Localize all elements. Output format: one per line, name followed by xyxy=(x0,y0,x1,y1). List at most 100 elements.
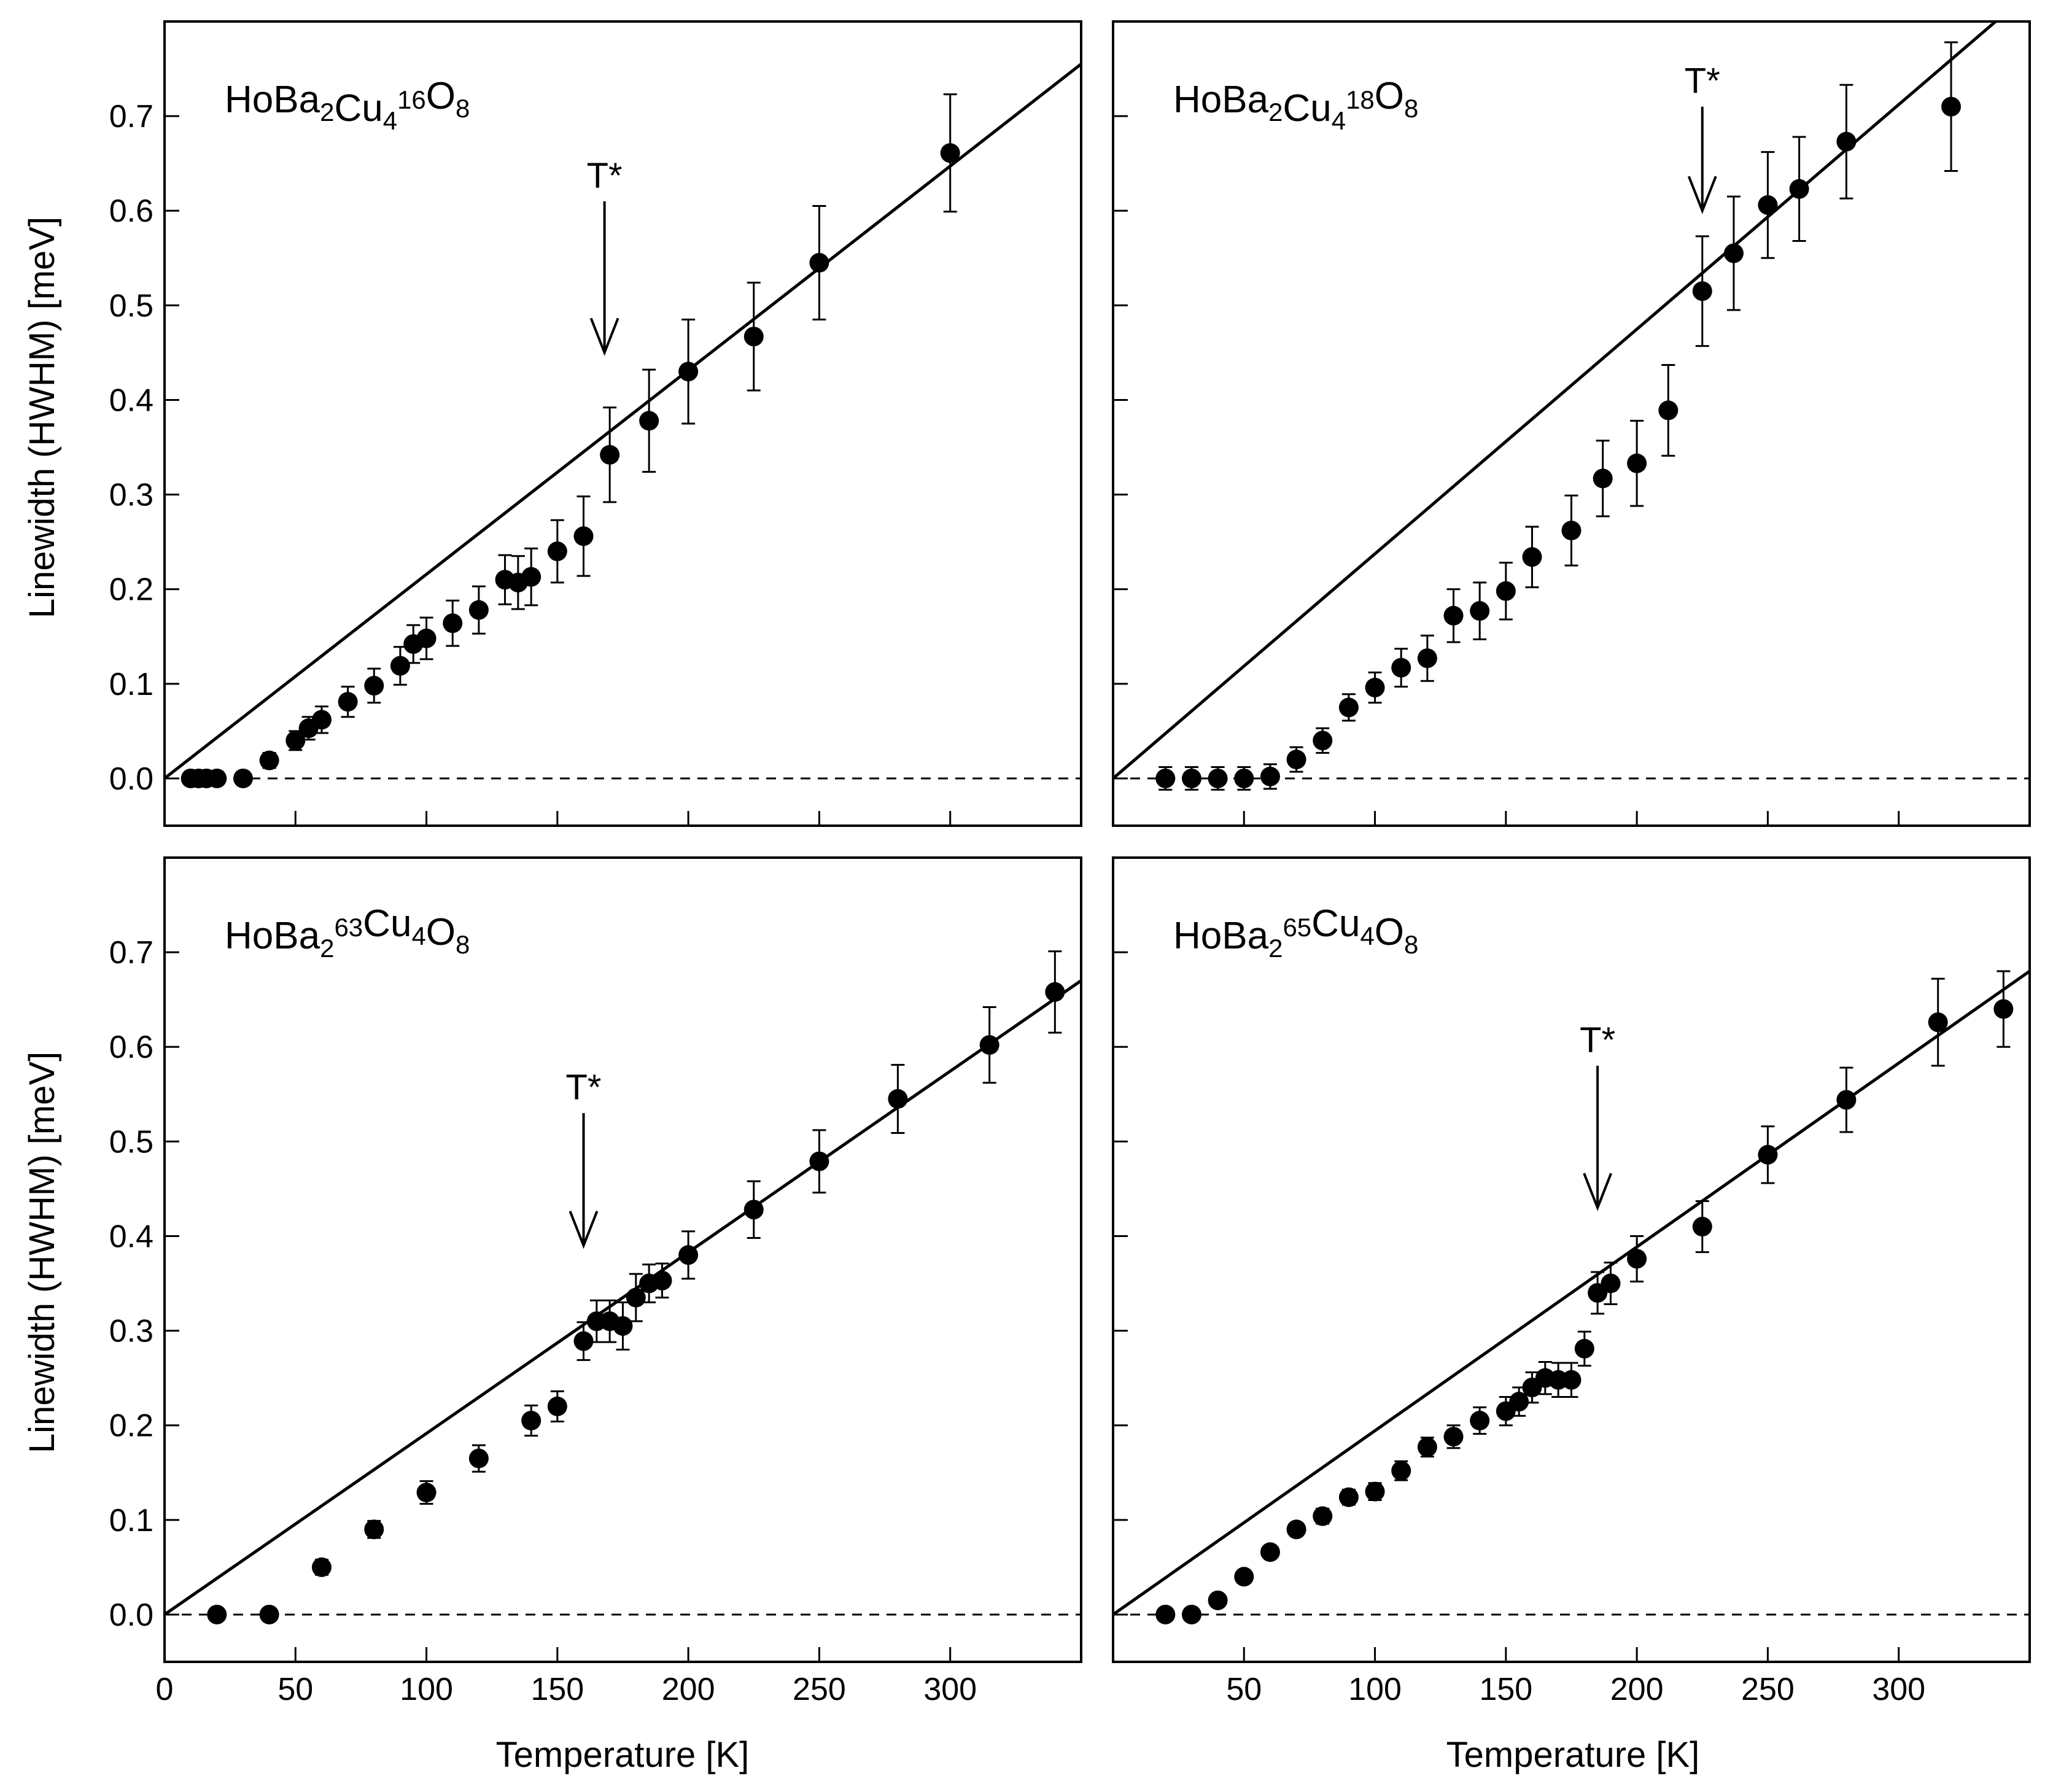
data-point xyxy=(468,1444,489,1473)
data-point xyxy=(1601,1262,1621,1305)
data-point xyxy=(1365,671,1385,704)
label-part: O xyxy=(1375,911,1404,953)
data-marker xyxy=(1627,453,1647,473)
label-part: 4 xyxy=(411,921,425,950)
panel-compound-label: HoBa265Cu4O8 xyxy=(1173,902,1418,963)
data-point xyxy=(259,1604,279,1624)
data-marks xyxy=(165,950,1081,1624)
label-part: HoBa xyxy=(225,915,320,957)
tstar-label: T* xyxy=(566,1068,602,1107)
data-point xyxy=(1313,1506,1333,1526)
x-tick-label: 200 xyxy=(662,1672,715,1707)
label-part: 8 xyxy=(456,930,470,959)
linear-fit-line xyxy=(165,979,1081,1616)
label-part: O xyxy=(1375,75,1404,117)
data-marker xyxy=(521,567,541,587)
data-point xyxy=(1692,1200,1712,1254)
data-marker xyxy=(364,675,384,696)
data-marker xyxy=(1836,1090,1857,1110)
data-marker xyxy=(1313,731,1333,751)
data-marker xyxy=(573,1331,594,1351)
data-point xyxy=(364,1519,384,1540)
data-marker xyxy=(1260,766,1280,786)
data-marker xyxy=(613,1316,633,1336)
data-point xyxy=(809,1129,829,1194)
data-point xyxy=(1561,1362,1581,1398)
data-marker xyxy=(1561,521,1581,541)
data-point xyxy=(1627,1235,1647,1282)
data-point xyxy=(1391,1460,1411,1481)
data-point xyxy=(1417,634,1437,682)
data-point xyxy=(639,368,659,473)
data-marker xyxy=(416,628,437,648)
data-marks xyxy=(165,63,1081,788)
data-point xyxy=(1260,1542,1280,1562)
data-marker xyxy=(1496,581,1516,601)
data-point xyxy=(1338,693,1359,722)
panel-3: 0.0 0.1 0.2 0.3 0.4 0.5 0.6 0.7 0 50 100 150 200 250 3… xyxy=(109,856,1082,1707)
y-tick-label: 0.1 xyxy=(109,1503,153,1538)
x-tick-label: 150 xyxy=(1479,1672,1532,1707)
y-tick-label: 0.6 xyxy=(109,193,153,229)
panel-compound-label: HoBa2Cu416O8 xyxy=(225,75,470,135)
data-point xyxy=(1470,581,1490,640)
label-part: 2 xyxy=(320,98,334,126)
data-marker xyxy=(678,1245,699,1265)
y-tick-label: 0.1 xyxy=(109,667,153,702)
data-marker xyxy=(1509,1392,1529,1412)
label-part: 8 xyxy=(456,94,470,123)
data-marker xyxy=(468,600,489,620)
data-point xyxy=(1593,440,1613,518)
data-marker xyxy=(1234,768,1254,788)
data-marker xyxy=(1627,1249,1647,1269)
label-part: 4 xyxy=(1332,106,1346,135)
data-point xyxy=(1234,1567,1254,1587)
data-point xyxy=(573,495,594,577)
x-tick-label: 100 xyxy=(1348,1672,1402,1707)
label-part: 4 xyxy=(1360,921,1374,950)
data-point xyxy=(1509,1386,1529,1417)
x-tick-label: 0 xyxy=(156,1672,174,1707)
data-marks xyxy=(1113,969,2030,1624)
x-tick-label: 100 xyxy=(400,1672,453,1707)
data-point xyxy=(1941,41,1962,173)
data-marker xyxy=(1234,1567,1254,1587)
data-point xyxy=(809,205,829,320)
data-marker xyxy=(1045,982,1065,1002)
data-marker xyxy=(1993,999,2014,1019)
tstar-arrow-head xyxy=(1687,176,1717,214)
label-part: O xyxy=(426,911,456,953)
data-marker xyxy=(809,253,829,273)
data-marker xyxy=(1601,1273,1621,1294)
data-marker xyxy=(1155,768,1176,788)
data-point xyxy=(1561,494,1581,567)
tstar-arrow-head xyxy=(569,1211,599,1249)
data-marker xyxy=(678,362,699,382)
data-marker xyxy=(1417,1437,1437,1457)
data-point xyxy=(521,1404,541,1437)
data-point xyxy=(1658,363,1678,457)
data-marker xyxy=(285,731,306,751)
data-point xyxy=(1313,727,1333,754)
data-marker xyxy=(547,541,567,562)
x-tick-label: 50 xyxy=(1226,1672,1262,1707)
data-marker xyxy=(1443,1427,1464,1447)
data-marker xyxy=(940,143,960,163)
data-point xyxy=(207,768,227,788)
data-point xyxy=(1155,1604,1176,1624)
data-point xyxy=(652,1262,672,1299)
data-marker xyxy=(1593,468,1613,489)
data-marker xyxy=(1313,1506,1333,1526)
data-marker xyxy=(1181,768,1201,788)
tstar-label: T* xyxy=(1580,1020,1615,1060)
y-axis-title-top: Linewidth (HWHM) [meV] xyxy=(22,217,62,618)
data-marker xyxy=(1365,1481,1385,1502)
data-marker xyxy=(1260,1542,1280,1562)
data-point xyxy=(1338,1487,1359,1507)
data-marker xyxy=(259,750,279,770)
y-tick-label: 0.0 xyxy=(109,761,153,797)
data-point xyxy=(1836,83,1857,200)
data-marker xyxy=(979,1035,999,1055)
data-marker xyxy=(1391,1460,1411,1481)
